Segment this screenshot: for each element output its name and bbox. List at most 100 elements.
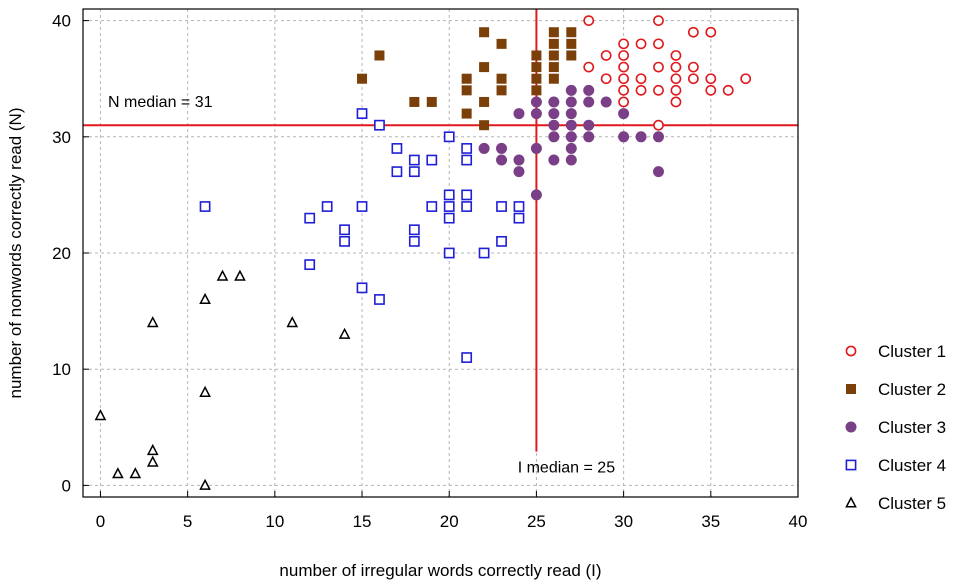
data-point (443, 131, 455, 143)
data-point (548, 131, 560, 143)
data-point (426, 154, 438, 166)
data-point (357, 73, 368, 84)
data-point (478, 247, 490, 259)
data-point (548, 154, 560, 166)
n-median-label: N median = 31 (108, 94, 213, 111)
data-point (286, 316, 299, 328)
x-axis-label: number of irregular words correctly read… (279, 561, 601, 580)
data-point (146, 455, 159, 467)
data-point (530, 108, 542, 120)
data-point (146, 316, 159, 328)
legend-label: Cluster 3 (878, 418, 946, 437)
y-tick-label: 40 (52, 12, 71, 31)
data-point (216, 269, 229, 281)
data-point (600, 73, 612, 85)
data-point (653, 84, 664, 96)
data-points (94, 15, 752, 490)
data-point (705, 73, 717, 85)
data-point (652, 131, 664, 143)
legend-marker (846, 384, 856, 394)
series-cluster-1 (583, 15, 752, 131)
data-point (304, 212, 316, 224)
data-point (443, 212, 455, 224)
data-point (530, 189, 542, 201)
data-point (408, 224, 420, 236)
x-tick-label: 0 (96, 512, 105, 531)
data-point (478, 142, 490, 154)
legend: Cluster 1 Cluster 2 Cluster 3 Cluster 4 Clus… (845, 342, 946, 513)
data-point (565, 108, 577, 120)
data-point (548, 119, 560, 131)
data-point (513, 201, 525, 212)
data-point (374, 119, 385, 131)
data-point (618, 96, 630, 108)
data-point (513, 212, 525, 224)
data-point (112, 467, 124, 479)
x-tick-label: 5 (183, 512, 192, 531)
series-cluster-4 (199, 108, 525, 363)
x-tick-label: 40 (789, 512, 808, 531)
data-point (653, 38, 664, 50)
legend-label: Cluster 5 (878, 494, 946, 513)
data-point (635, 131, 647, 143)
data-point (705, 26, 717, 38)
y-axis-label: number of nonwords correctly read (N) (6, 107, 25, 398)
data-point (391, 143, 403, 154)
data-point (461, 201, 473, 212)
data-point (600, 96, 612, 108)
data-point (565, 154, 577, 166)
data-point (531, 73, 542, 84)
data-point (199, 385, 211, 397)
y-tick-label: 0 (62, 476, 71, 495)
data-point (566, 27, 577, 38)
data-point (583, 61, 595, 73)
data-point (391, 166, 403, 178)
data-point (513, 166, 525, 178)
data-point (548, 108, 560, 120)
data-point (618, 50, 630, 61)
data-point (548, 38, 559, 49)
legend-marker (845, 496, 857, 508)
data-point (479, 27, 490, 38)
data-point (234, 269, 246, 281)
data-point (443, 201, 455, 212)
data-point (461, 189, 473, 201)
data-point (339, 224, 350, 236)
legend-item-cluster-3: Cluster 3 (845, 418, 946, 437)
data-point (722, 84, 734, 96)
data-point (618, 84, 630, 96)
legend-item-cluster-5: Cluster 5 (845, 494, 946, 513)
data-point (740, 73, 752, 85)
data-point (461, 143, 473, 154)
data-point (408, 235, 420, 247)
grid-lines (83, 9, 799, 497)
data-point (565, 84, 577, 96)
data-point (146, 443, 159, 456)
data-point (565, 96, 577, 108)
data-point (356, 282, 368, 294)
data-point (199, 478, 211, 490)
x-tick-label: 20 (440, 512, 459, 531)
data-point (653, 15, 664, 27)
axis-ticks: 0 5 10 15 20 25 30 35 40 0 10 20 30 40 (52, 12, 807, 531)
data-point (565, 119, 577, 131)
data-point (653, 61, 664, 73)
data-point (548, 73, 559, 84)
data-point (479, 96, 490, 107)
data-point (129, 467, 142, 479)
data-point (530, 142, 542, 154)
median-annotations: N median = 31 I median = 25 (108, 94, 615, 476)
data-point (548, 50, 559, 61)
data-point (565, 142, 577, 154)
data-point (635, 38, 647, 50)
data-point (548, 96, 560, 108)
data-point (687, 26, 699, 38)
data-point (374, 294, 385, 305)
data-point (687, 73, 699, 85)
data-point (479, 120, 490, 131)
data-point (94, 409, 107, 421)
data-point (618, 61, 630, 73)
legend-marker (845, 459, 857, 471)
legend-label: Cluster 1 (878, 342, 946, 361)
data-point (496, 38, 507, 49)
